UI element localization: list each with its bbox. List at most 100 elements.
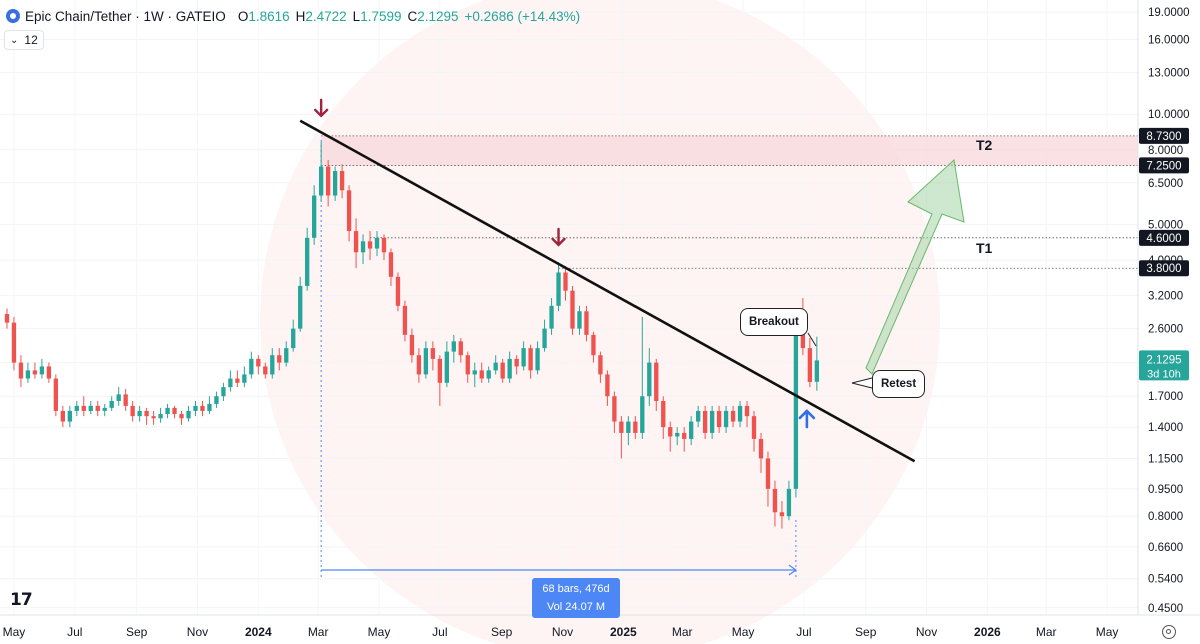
candle-body [172, 407, 177, 415]
candle-body [807, 348, 813, 382]
change-value: +0.2686 (+14.43%) [464, 8, 581, 24]
high-value: 2.4722 [305, 8, 347, 24]
watermark-logo [260, 0, 940, 644]
time-tick-label: Nov [187, 625, 208, 639]
time-tick-label: May [1096, 625, 1119, 639]
candle-body [786, 488, 792, 517]
candle-body [381, 237, 387, 253]
indicator-count: 12 [24, 33, 38, 47]
candle-body [800, 328, 806, 349]
candle-body [67, 410, 72, 422]
candle-body [814, 360, 820, 382]
price-tick-label: 3.2000 [1148, 291, 1183, 303]
symbol-title[interactable]: Epic Chain/Tether · 1W · GATEIO [25, 8, 226, 24]
price-axis[interactable]: 19.0000 16.0000 13.0000 10.0000 8.0000 6.5000… [1137, 0, 1190, 615]
price-tick-label: 19.0000 [1148, 7, 1190, 19]
candle-body [346, 190, 352, 232]
candle-body [765, 458, 771, 489]
candle-body [60, 410, 65, 422]
current-price-badge [1139, 350, 1189, 381]
time-tick-label: Nov [552, 625, 573, 639]
level-price-text: 4.6000 [1146, 233, 1181, 245]
arrow-down-icon [551, 227, 566, 247]
candle-body [144, 410, 149, 417]
time-tick-label: Jul [432, 625, 447, 639]
low-label: L [352, 8, 361, 24]
candle-body [472, 370, 477, 375]
level-price-badge [1139, 229, 1189, 246]
time-tick-label: 2024 [245, 625, 272, 639]
candle-body [318, 166, 324, 196]
candle-body [186, 410, 191, 419]
candle-body [221, 387, 226, 397]
candle-body [46, 366, 52, 379]
candle-body [702, 410, 708, 433]
candle-body [430, 348, 436, 359]
candle-body [165, 407, 170, 415]
level-price-text: 8.7300 [1146, 131, 1181, 143]
candle-body [758, 438, 764, 459]
candle-body [25, 370, 31, 379]
measure-info-box: 68 bars, 476d Vol 24.07 M [532, 578, 620, 618]
price-tick-label: 10.0000 [1148, 109, 1190, 121]
price-tick-label: 1.4000 [1148, 422, 1183, 434]
time-tick-label: Jul [67, 625, 82, 639]
candle-body [640, 396, 645, 433]
price-tick-label: 1.1500 [1148, 453, 1183, 465]
candle-body [730, 410, 736, 422]
time-tick-label: 2025 [610, 625, 637, 639]
candle-body [723, 410, 729, 428]
candle-body [284, 348, 289, 363]
chevron-down-icon: ⌄ [10, 34, 19, 46]
candle-body [437, 358, 443, 383]
candle-body [500, 362, 505, 379]
candle-body [605, 374, 610, 397]
candle-body [689, 421, 694, 439]
candle-body [584, 311, 589, 335]
candle-body [291, 328, 296, 349]
candle-body [514, 358, 519, 367]
candle-body [95, 405, 100, 411]
candle-body [395, 276, 401, 306]
candle-body [793, 328, 799, 489]
measure-arrow-head [788, 564, 797, 576]
price-tick-label: 16.0000 [1148, 34, 1190, 46]
indicators-toggle[interactable]: ⌄ 12 [4, 30, 44, 50]
candle-body [137, 410, 142, 417]
candle-body [521, 348, 526, 367]
countdown-text: 3d 10h [1147, 368, 1181, 380]
candle-body [53, 378, 59, 411]
gear-icon[interactable] [1162, 625, 1176, 639]
target-zone-t2 [321, 135, 1138, 166]
candle-body [18, 362, 24, 379]
candle-body [668, 427, 673, 437]
time-tick-label: 2026 [974, 625, 1001, 639]
candle-body [486, 370, 491, 379]
low-value: 1.7599 [360, 8, 402, 24]
price-tick-label: 0.5400 [1148, 574, 1183, 586]
candle-body [423, 348, 429, 375]
candle-body [661, 400, 666, 428]
candle-body [228, 378, 233, 388]
candle-body [374, 237, 380, 249]
time-tick-label: May [368, 625, 391, 639]
candle-body [542, 328, 547, 349]
time-tick-label: Sep [491, 625, 513, 639]
candle-body [102, 407, 107, 411]
time-tick-label: Jul [796, 625, 811, 639]
candle-body [409, 334, 415, 356]
target-t1-label: T1 [976, 240, 993, 256]
candle-body [444, 351, 449, 383]
candle-body [207, 403, 212, 411]
time-tick-label: Sep [126, 625, 148, 639]
candle-body [360, 241, 366, 253]
candle-body [633, 421, 638, 433]
candle-body [563, 272, 568, 291]
candle-body [528, 348, 533, 371]
price-tick-label: 0.4500 [1148, 603, 1183, 615]
candle-body [737, 405, 743, 422]
measure-volume: Vol 24.07 M [546, 601, 606, 613]
candle-body [298, 285, 303, 329]
time-tick-label: Mar [1036, 625, 1057, 639]
